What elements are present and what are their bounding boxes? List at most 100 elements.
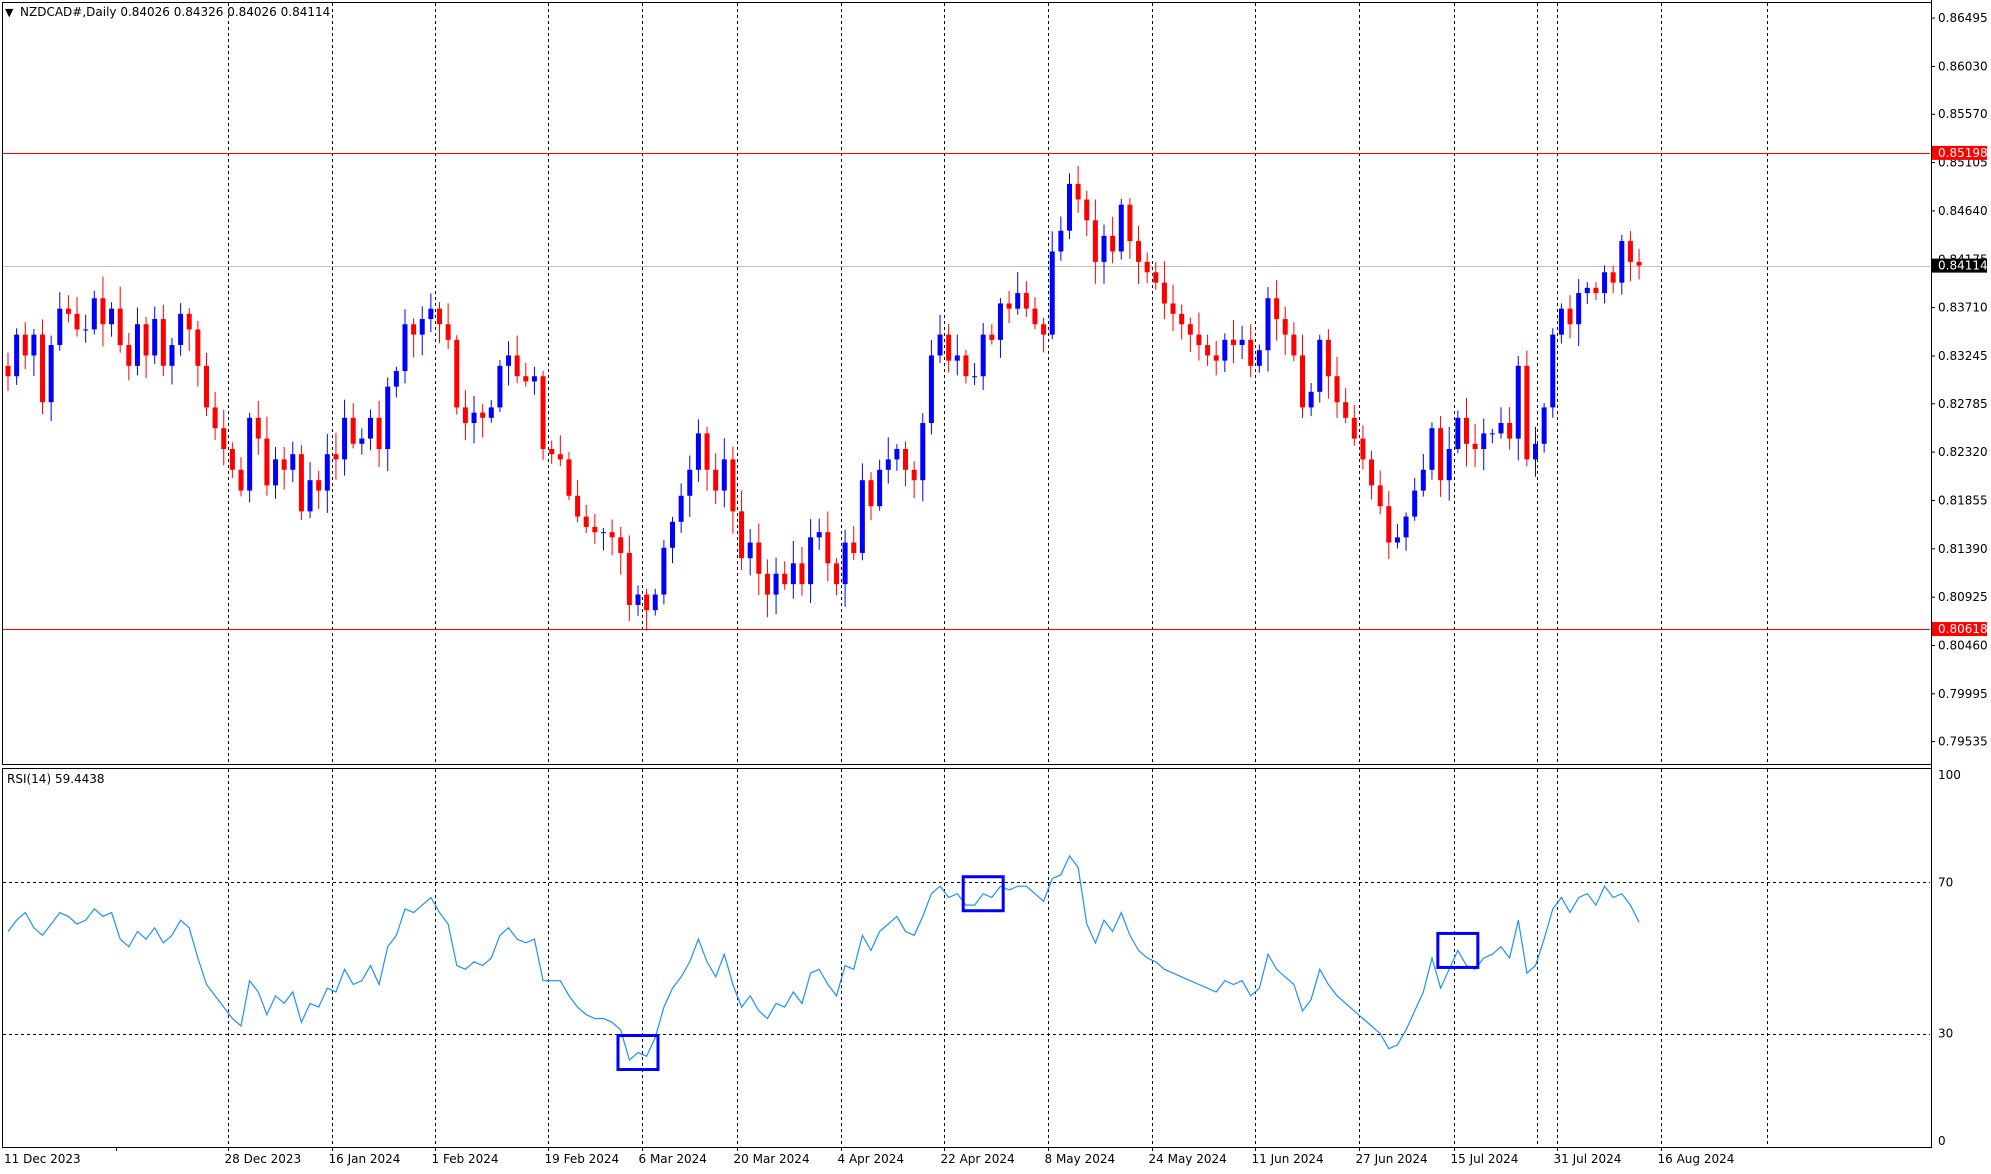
y-tick-label: 0.86495 [1938,11,1988,25]
candle-bull [169,345,175,366]
candle-bear [143,324,149,356]
candle-bear [1110,235,1116,252]
x-tick-label: 22 Apr 2024 [941,1152,1015,1166]
candle-bear [1136,241,1142,262]
candle-bear [963,355,969,377]
candle-bull [1446,448,1452,481]
candle-bull [1420,469,1426,491]
candle-bear [298,454,304,512]
candle-bear [437,308,442,325]
candle-bear [1205,345,1211,356]
candle-bear [1230,339,1236,346]
candle-bull [695,433,701,470]
candle-bear [5,365,11,377]
candle-bear [1334,376,1340,403]
candle-bear [739,511,745,559]
y-tick-label: 0.79995 [1938,687,1988,701]
candle-bear [1627,241,1633,262]
level-price-tag [1932,145,1987,160]
x-tick-label: 28 Dec 2023 [225,1152,302,1166]
candle-bear [462,407,468,424]
x-tick-label: 15 Jul 2024 [1451,1152,1519,1166]
y-tick-label: 0.79535 [1938,735,1988,749]
rsi-highlight-box [961,875,1005,913]
candle-bull [1481,433,1487,449]
candle-bear [238,469,244,491]
rsi-scale-label: 0 [1938,1134,1946,1148]
candle-bull [1317,339,1323,392]
candle-bear [350,417,356,444]
candle-bull [402,324,408,372]
candle-bull [471,412,477,424]
y-tick-label: 0.80925 [1938,590,1988,604]
candle-bull [83,329,89,331]
rsi-scale-label: 100 [1938,768,1961,782]
candle-bull [1058,230,1064,252]
candle-bull [1541,407,1547,444]
candle-bear [540,376,546,449]
candle-bear [333,454,339,460]
price-axis[interactable]: 0.864950.860300.855700.851050.846400.841… [1931,11,1988,1148]
time-axis[interactable]: 11 Dec 2023 28 Dec 2023 16 Jan 2024 1 Feb 2… [4,1147,1734,1166]
candle-bull [359,438,365,444]
x-tick-label: 11 Dec 2023 [4,1152,81,1166]
y-tick-label: 0.83710 [1938,301,1988,315]
candle-bull [290,454,296,470]
candle-bear [851,542,857,553]
x-tick-label: 16 Aug 2024 [1658,1152,1735,1166]
vertical-grid [228,3,1768,1147]
candle-bull [652,594,658,611]
candle-bull [1412,490,1418,517]
x-tick-label: 31 Jul 2024 [1554,1152,1622,1166]
rsi-highlight-box [616,1034,660,1071]
candle-bear [626,552,632,605]
candle-bear [74,313,80,330]
x-tick-label: 27 Jun 2024 [1356,1152,1428,1166]
candle-bull [954,355,960,361]
candle-bull [747,542,753,559]
candle-bear [782,573,788,585]
candle-bear [868,480,874,507]
candle-bear [730,459,736,512]
candle-bull [920,423,926,481]
rsi-scale-label: 70 [1938,875,1953,889]
candle-bear [264,438,270,486]
candle-bear [514,355,520,377]
candle-bear [1144,261,1150,273]
candle-bear [195,329,201,366]
candle-bear [1084,199,1090,221]
candle-bear [186,313,192,330]
candle-bull [1584,287,1590,294]
candle-bear [480,412,486,418]
candle-bear [1075,183,1081,200]
candle-bull [670,521,676,548]
candle-bull [273,459,279,486]
candle-bull [419,319,425,335]
candle-bear [704,433,710,470]
candle-bear [445,324,451,340]
candle-bear [1153,272,1159,283]
candle-bull [980,334,986,377]
candle-bear [221,428,227,449]
candle-bear [756,542,762,574]
candle-bear [903,448,909,470]
candle-bear [644,594,650,611]
candle-bear [1463,417,1469,444]
level-price-tag [1932,622,1987,637]
x-tick-label: 16 Jan 2024 [329,1152,401,1166]
candle-bear [1507,423,1513,439]
chart-menu-marker[interactable]: ▼ [5,6,14,19]
candle-bull [1558,308,1564,335]
candle-bull [678,495,684,522]
candle-bear [1006,303,1012,309]
candle-bear [316,480,322,491]
candle-bear [1161,282,1167,304]
candle-bull [48,345,54,403]
candle-bear [1248,339,1254,366]
candle-bull [928,355,934,424]
candle-bull [152,319,158,356]
candle-bull [661,547,667,595]
candle-bear [566,459,572,496]
